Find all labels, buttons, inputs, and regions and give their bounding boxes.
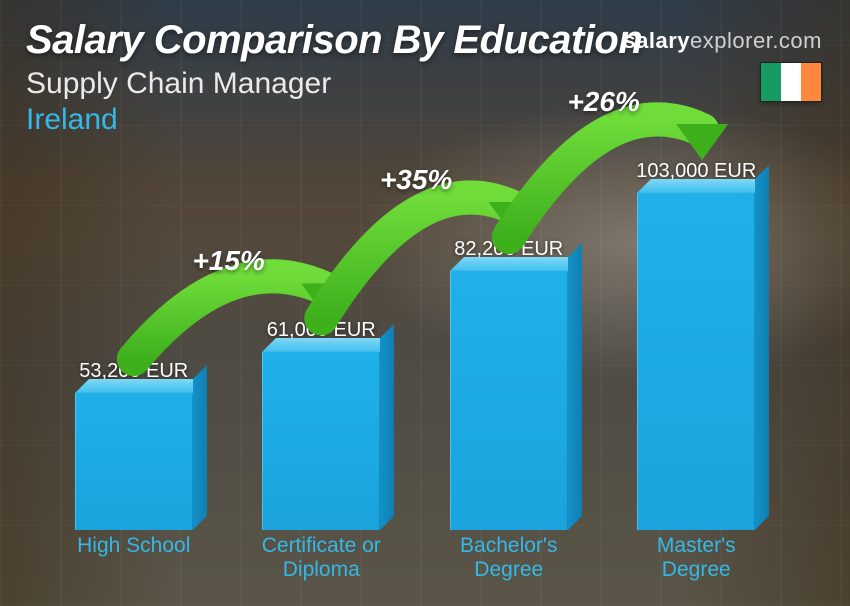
increase-percent-label: +15% [192, 245, 264, 277]
bar-slot: 82,200 EUR [415, 160, 603, 530]
category-axis: High SchoolCertificate orDiplomaBachelor… [40, 534, 790, 588]
flag-stripe-2 [781, 63, 801, 101]
bar-slot: 103,000 EUR [603, 160, 791, 530]
category-label: Bachelor'sDegree [415, 534, 603, 588]
country-flag [760, 62, 822, 102]
flag-stripe-1 [761, 63, 781, 101]
flag-stripe-3 [801, 63, 821, 101]
bar-slot: 53,200 EUR [40, 160, 228, 530]
bar [262, 352, 380, 530]
category-label: High School [40, 534, 228, 588]
category-label: Master'sDegree [603, 534, 791, 588]
increase-percent-label: +26% [567, 86, 639, 118]
salary-bar-chart: 53,200 EUR61,000 EUR82,200 EUR103,000 EU… [40, 160, 790, 588]
brand-logo: salaryexplorer.com [623, 28, 822, 54]
bar-group: 53,200 EUR61,000 EUR82,200 EUR103,000 EU… [40, 160, 790, 530]
bar-slot: 61,000 EUR [228, 160, 416, 530]
category-label: Certificate orDiploma [228, 534, 416, 588]
job-title: Supply Chain Manager [26, 67, 824, 101]
increase-percent-label: +35% [380, 164, 452, 196]
bar [450, 271, 568, 530]
bar [75, 393, 193, 530]
bar [637, 193, 755, 530]
brand-bold: salary [623, 28, 690, 53]
brand-rest: explorer.com [690, 28, 822, 53]
country-name: Ireland [26, 103, 824, 137]
